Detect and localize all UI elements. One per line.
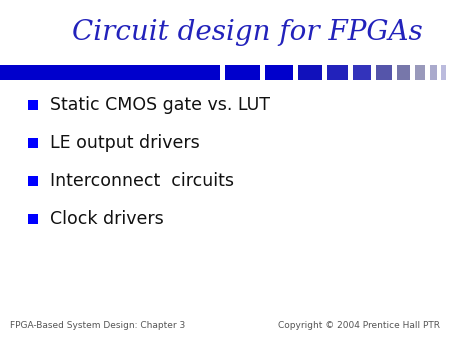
- Text: FPGA-Based System Design: Chapter 3: FPGA-Based System Design: Chapter 3: [10, 321, 185, 330]
- Bar: [430, 65, 437, 80]
- Text: LE output drivers: LE output drivers: [50, 134, 200, 152]
- Text: Copyright © 2004 Prentice Hall PTR: Copyright © 2004 Prentice Hall PTR: [278, 321, 440, 330]
- Bar: [441, 65, 446, 80]
- Text: Interconnect  circuits: Interconnect circuits: [50, 172, 234, 190]
- Bar: [28, 176, 38, 186]
- Bar: [298, 65, 322, 80]
- Bar: [0, 65, 220, 80]
- Bar: [225, 65, 260, 80]
- Bar: [397, 65, 410, 80]
- Text: Clock drivers: Clock drivers: [50, 210, 164, 228]
- Bar: [28, 214, 38, 224]
- Bar: [28, 138, 38, 148]
- Text: Circuit design for FPGAs: Circuit design for FPGAs: [72, 19, 423, 46]
- Bar: [353, 65, 371, 80]
- Bar: [376, 65, 392, 80]
- Bar: [28, 100, 38, 110]
- Text: Static CMOS gate vs. LUT: Static CMOS gate vs. LUT: [50, 96, 270, 114]
- Bar: [265, 65, 293, 80]
- Bar: [327, 65, 348, 80]
- Bar: [415, 65, 425, 80]
